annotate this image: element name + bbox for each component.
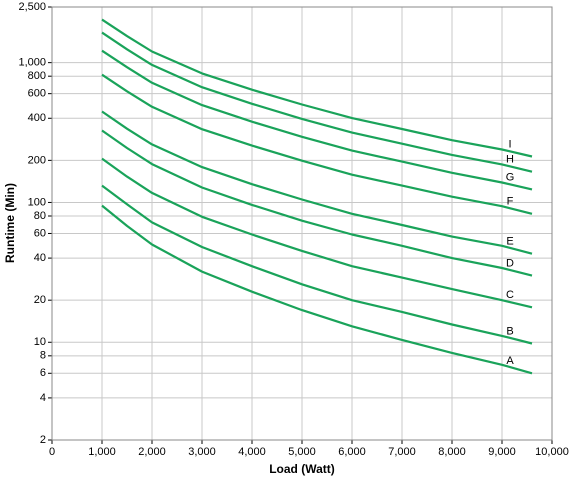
x-tick-label: 3,000 (188, 446, 216, 458)
series-label: H (506, 154, 514, 166)
series-line (101, 184, 533, 345)
y-tick-label: 100 (28, 196, 46, 208)
x-tick-label: 4,000 (238, 446, 266, 458)
y-axis-title: Runtime (Min) (3, 183, 17, 263)
y-tick-label: 800 (28, 70, 46, 82)
series-label: G (506, 171, 515, 183)
y-tick-label: 6 (40, 367, 46, 379)
series-line (101, 18, 533, 158)
y-tick-label: 200 (28, 154, 46, 166)
series-line (101, 49, 533, 191)
y-tick-label: 20 (34, 294, 46, 306)
x-tick-label: 5,000 (288, 446, 316, 458)
series-line (101, 110, 533, 255)
y-tick-label: 4 (40, 392, 46, 404)
series-line (101, 129, 533, 277)
y-tick-label: 8 (40, 350, 46, 362)
series-line (101, 31, 533, 173)
x-tick-label: 9,000 (488, 446, 516, 458)
series-label: C (506, 289, 514, 301)
series-label: E (506, 236, 513, 248)
y-tick-label: 2,500 (18, 1, 46, 13)
x-tick-label: 6,000 (338, 446, 366, 458)
series-line (101, 157, 533, 309)
y-tick-label: 10 (34, 336, 46, 348)
y-tick-label: 1,000 (18, 57, 46, 69)
x-tick-label: 8,000 (438, 446, 466, 458)
y-tick-label: 40 (34, 252, 46, 264)
series-label: D (506, 257, 514, 269)
series-label: F (507, 196, 514, 208)
y-tick-label: 60 (34, 227, 46, 239)
series-label: A (506, 355, 514, 367)
y-tick-label: 400 (28, 112, 46, 124)
x-tick-label: 2,000 (138, 446, 166, 458)
y-tick-label: 600 (28, 88, 46, 100)
x-tick-label: 7,000 (388, 446, 416, 458)
x-tick-label: 0 (49, 446, 55, 458)
series-label: B (506, 325, 513, 337)
y-tick-label: 2 (40, 434, 46, 446)
plot-frame (51, 6, 553, 441)
x-tick-label: 1,000 (88, 446, 116, 458)
series-line (101, 204, 533, 375)
x-axis-title: Load (Watt) (269, 462, 335, 476)
series-label: I (508, 138, 511, 150)
series-line (101, 73, 533, 215)
x-tick-label: 10,000 (535, 446, 569, 458)
y-tick-label: 80 (34, 210, 46, 222)
